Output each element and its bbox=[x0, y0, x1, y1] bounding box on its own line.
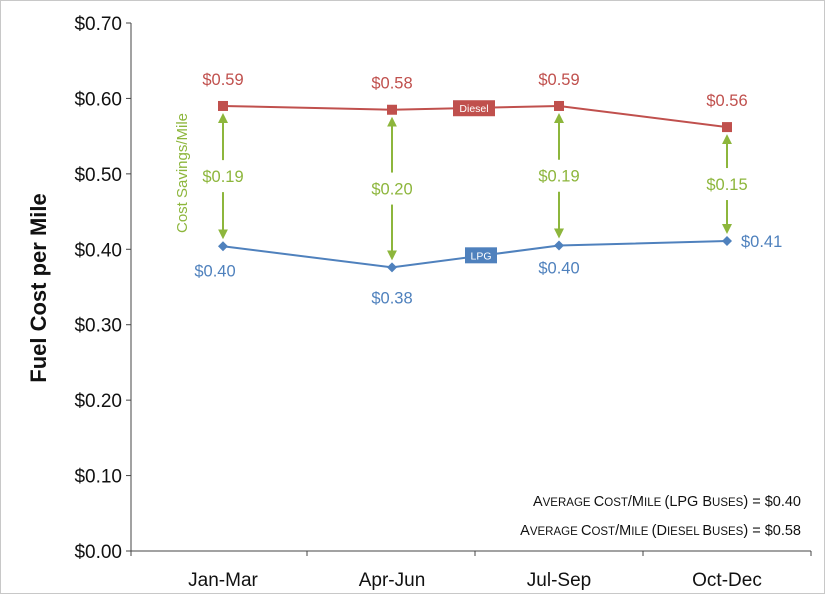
note-segment: M bbox=[619, 523, 631, 539]
y-tick-label: $0.00 bbox=[74, 542, 122, 563]
y-tick-label: $0.10 bbox=[74, 467, 122, 488]
average-cost-note: AVERAGE COST/MILE (DIESEL BUSES) = $0.58 bbox=[520, 523, 801, 539]
note-segment: (D bbox=[652, 523, 667, 539]
savings-arrows: $0.19 $0.20 $0.19 $0.15 Cost Savings/Mile bbox=[174, 112, 748, 261]
x-category-label: Jan-Mar bbox=[188, 570, 258, 591]
axes: $0.00 $0.10 $0.20 $0.30 $0.40 $0.50 $0.60 $0.70… bbox=[26, 14, 812, 591]
data-point-lpg bbox=[554, 240, 564, 251]
note-segment: USES bbox=[712, 526, 744, 538]
average-cost-note: AVERAGE COST/MILE (LPG BUSES) = $0.40 bbox=[533, 494, 801, 510]
data-label-diesel: $0.59 bbox=[202, 71, 243, 89]
series-tag-label: LPG bbox=[470, 250, 491, 262]
data-label-lpg: $0.38 bbox=[371, 289, 412, 307]
x-category-label: Oct-Dec bbox=[692, 570, 762, 591]
y-tick-label: $0.30 bbox=[74, 316, 122, 337]
series-tag-box bbox=[453, 100, 495, 117]
data-label-lpg: $0.41 bbox=[741, 233, 782, 251]
data-label-lpg: $0.40 bbox=[194, 262, 235, 280]
data-labels: $0.59 $0.58 $0.59 $0.56 $0.40 $0.38 $0.40 $0.41 bbox=[194, 71, 782, 307]
savings-caption: Cost Savings/Mile bbox=[174, 113, 191, 233]
note-segment: (LPG B bbox=[664, 494, 712, 510]
note-segment: OST bbox=[604, 497, 628, 509]
note-segment: IESEL bbox=[667, 526, 702, 538]
note-segment: ILE bbox=[644, 497, 664, 509]
note-segment: C bbox=[581, 523, 591, 539]
note-segment: ) = $0.40 bbox=[743, 494, 801, 510]
data-point-diesel bbox=[722, 122, 732, 133]
note-segment: B bbox=[702, 523, 712, 539]
savings-value-label: $0.19 bbox=[538, 168, 579, 186]
y-axis-title: Fuel Cost per Mile bbox=[26, 193, 51, 382]
data-point-diesel bbox=[387, 104, 397, 115]
y-tick-label: $0.70 bbox=[74, 14, 122, 35]
x-category-label: Apr-Jun bbox=[359, 570, 426, 591]
data-point-lpg bbox=[218, 241, 228, 252]
note-segment: / bbox=[615, 523, 620, 539]
note-segment: A bbox=[533, 494, 543, 510]
note-segment: VERAGE bbox=[543, 497, 594, 509]
data-label-lpg: $0.40 bbox=[538, 260, 579, 278]
note-segment: / bbox=[628, 494, 633, 510]
note-segment: USES bbox=[712, 497, 744, 509]
data-label-diesel: $0.56 bbox=[706, 92, 747, 110]
savings-value-label: $0.15 bbox=[706, 176, 747, 194]
note-segment: C bbox=[594, 494, 604, 510]
x-category-label: Jul-Sep bbox=[527, 570, 591, 591]
series-tag-label: Diesel bbox=[459, 103, 488, 115]
notes: AVERAGE COST/MILE (LPG BUSES) = $0.40AVE… bbox=[520, 494, 801, 539]
data-point-lpg bbox=[722, 235, 732, 246]
savings-value-label: $0.20 bbox=[371, 181, 412, 199]
data-point-diesel bbox=[218, 100, 228, 111]
note-segment: ) = $0.58 bbox=[743, 523, 801, 539]
note-segment: M bbox=[632, 494, 644, 510]
note-segment: VERAGE bbox=[530, 526, 581, 538]
data-point-lpg bbox=[387, 262, 397, 273]
savings-value-label: $0.19 bbox=[202, 168, 243, 186]
y-tick-label: $0.50 bbox=[74, 165, 122, 186]
note-segment: OST bbox=[591, 526, 615, 538]
data-point-diesel bbox=[554, 100, 564, 111]
y-tick-label: $0.20 bbox=[74, 391, 122, 412]
y-tick-label: $0.60 bbox=[74, 89, 122, 110]
note-segment: ILE bbox=[631, 526, 651, 538]
data-label-diesel: $0.58 bbox=[371, 75, 412, 93]
note-segment: A bbox=[520, 523, 530, 539]
y-tick-label: $0.40 bbox=[74, 240, 122, 261]
series-tag-box bbox=[465, 247, 497, 264]
data-label-diesel: $0.59 bbox=[538, 71, 579, 89]
series: Diesel LPG bbox=[218, 100, 732, 273]
